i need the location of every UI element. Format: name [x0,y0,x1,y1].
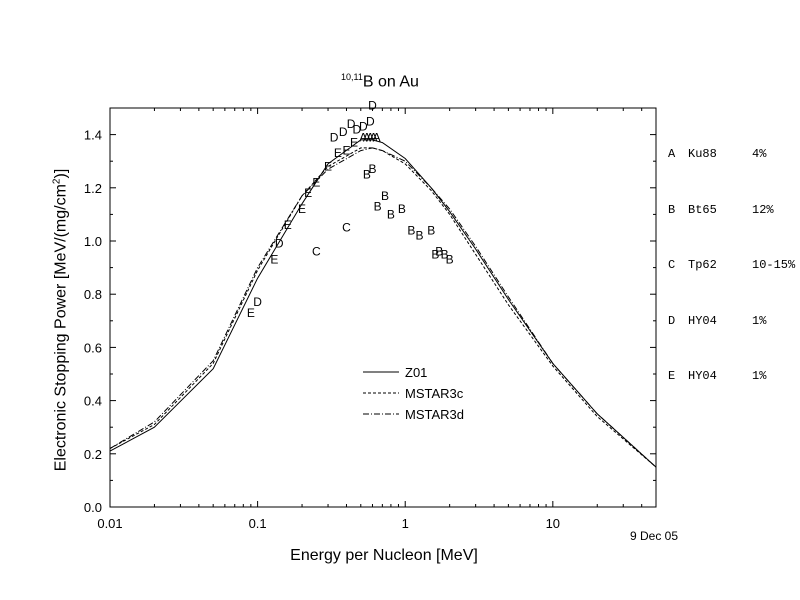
marker-b: B [441,247,449,261]
marker-b: B [416,229,424,243]
y-tick-label: 0.0 [84,500,102,515]
marker-d: D [339,125,348,139]
reference-key: B [668,202,676,217]
marker-a: A [363,130,371,144]
x-tick-label: 0.01 [97,516,122,531]
marker-b: B [407,223,415,237]
marker-e: E [270,253,278,267]
marker-b: B [398,202,406,216]
marker-d: D [368,98,377,112]
reference-uncertainty: 4% [752,147,767,161]
reference-name: Tp62 [688,258,717,272]
marker-e: E [334,146,342,160]
marker-b: B [427,223,435,237]
marker-e: E [284,218,292,232]
reference-key: A [668,147,676,161]
y-tick-label: 1.4 [84,128,102,143]
reference-name: Ku88 [688,147,717,161]
reference-row: D HY04 1% [668,312,795,331]
marker-b: B [431,247,439,261]
title-superscript: 10,11 [341,72,363,82]
marker-b: B [387,207,395,221]
marker-d: D [347,117,356,131]
marker-b: B [435,245,443,259]
curve-mstar3c [109,147,657,468]
plot-frame [109,107,657,508]
reference-row: B Bt65 12% [668,201,795,220]
plot-axes: 0.01 0.1 1 10 0.0 0.2 0.4 0.6 0.8 1.0 1.2 1.4 [84,107,657,531]
reference-key: E [668,369,676,383]
marker-b: B [374,199,382,213]
marker-b: B [368,162,376,176]
y-tick-label: 0.6 [84,340,102,355]
reference-name: HY04 [688,313,717,328]
marker-a: A [366,130,374,144]
y-tick-label: 0.2 [84,447,102,462]
marker-e: E [312,175,320,189]
marker-d: D [330,130,339,144]
marker-e: E [342,144,350,158]
marker-d: D [275,237,284,251]
y-axis-label: Electronic Stopping Power [MeV/(mg/cm2)] [51,168,70,472]
inner-legend: Z01 MSTAR3c MSTAR3d [363,365,464,422]
marker-d: D [359,120,368,134]
chart-title: 10,11B on Au [300,72,460,91]
legend-label-z01: Z01 [405,365,427,380]
marker-e: E [304,186,312,200]
marker-e: E [350,136,358,150]
legend-label-mstar3c: MSTAR3c [405,386,464,401]
ylabel-superscript: 2 [51,178,63,185]
curve-z01 [109,139,657,468]
reference-name: HY04 [688,369,717,383]
x-tick-label: 0.1 [249,516,267,531]
y-tick-label: 0.4 [84,394,102,409]
marker-a: A [359,130,367,144]
reference-uncertainty: 10-15% [752,258,796,272]
reference-uncertainty: 1% [752,369,767,383]
title-main: B on Au [362,73,419,91]
curve-mstar3d [109,147,657,468]
legend-label-mstar3d: MSTAR3d [405,407,464,422]
marker-c: C [342,221,351,235]
date-stamp: 9 Dec 05 [630,529,679,543]
reference-uncertainty: 12% [752,202,774,217]
y-tick-label: 0.8 [84,287,102,302]
marker-e: E [247,306,255,320]
reference-key: C [668,258,676,272]
marker-b: B [381,189,389,203]
reference-row: C Tp62 10-15% [668,256,795,275]
marker-d: D [366,114,375,128]
marker-a: A [370,130,378,144]
reference-legend: A Ku88 4% B Bt65 12% C Tp62 10-15% D HY04 1% E HY… [668,108,795,404]
x-axis-label: Energy per Nucleon [MeV] [290,547,478,564]
reference-row: A Ku88 4% [668,145,795,164]
x-tick-label: 1 [402,516,409,531]
reference-row: E HY04 1% [668,367,795,386]
x-tick-label: 10 [546,516,560,531]
reference-uncertainty: 1% [752,313,767,328]
marker-b: B [446,253,454,267]
reference-name: Bt65 [688,202,717,217]
plot-curves [109,139,657,468]
marker-e: E [298,202,306,216]
marker-b: B [363,168,371,182]
marker-c: C [312,245,321,259]
marker-e: E [324,160,332,174]
y-tick-label: 1.0 [84,234,102,249]
reference-key: D [668,313,676,328]
marker-a: A [373,130,381,144]
y-tick-label: 1.2 [84,181,102,196]
marker-d: D [253,295,262,309]
marker-d: D [352,122,361,136]
